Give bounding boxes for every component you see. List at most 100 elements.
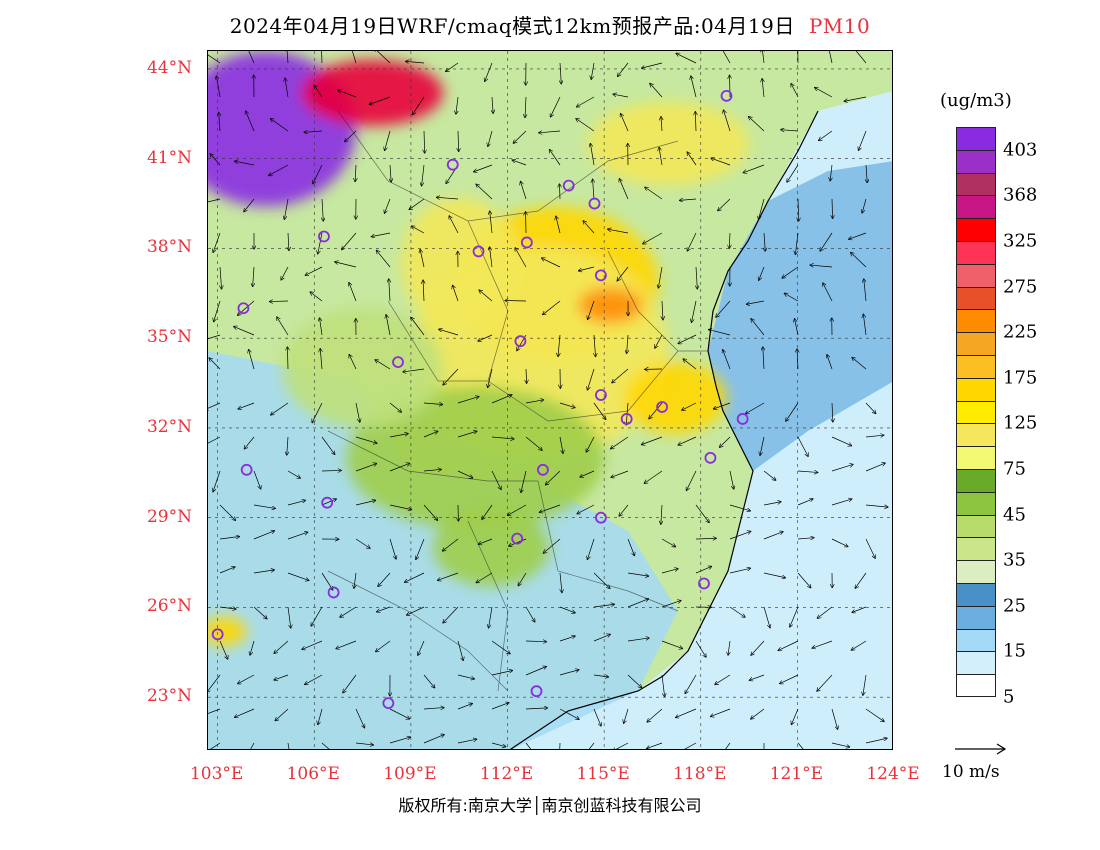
wind-arrow xyxy=(423,735,444,744)
wind-arrow xyxy=(274,674,289,680)
wind-arrow xyxy=(250,742,255,749)
station-marker xyxy=(446,158,459,171)
wind-arrow xyxy=(219,607,236,609)
wind-arrow xyxy=(525,641,546,642)
wind-arrow xyxy=(355,464,377,472)
wind-arrow xyxy=(627,599,648,608)
lat-label: 26°N xyxy=(146,596,192,617)
wind-arrow xyxy=(314,85,323,98)
wind-arrow xyxy=(213,470,221,492)
wind-arrow xyxy=(795,319,799,336)
wind-arrow xyxy=(782,266,799,278)
wind-arrow xyxy=(354,572,356,588)
lat-label: 44°N xyxy=(146,57,192,78)
wind-arrow xyxy=(778,640,799,650)
wind-arrow xyxy=(376,640,391,652)
wind-arrow xyxy=(390,164,391,182)
wind-arrow xyxy=(369,96,391,104)
wind-arrow xyxy=(797,471,818,472)
wind-arrow xyxy=(855,572,867,588)
lon-label: 118°E xyxy=(673,764,727,784)
wind-arrow xyxy=(560,62,561,84)
wind-arrow xyxy=(479,290,493,302)
station-marker xyxy=(595,511,607,524)
wind-arrow xyxy=(550,96,561,117)
wind-arrow xyxy=(423,708,444,709)
wind-arrow xyxy=(810,265,833,267)
wind-arrow xyxy=(723,350,731,370)
lon-label: 106°E xyxy=(286,764,340,784)
lat-label: 32°N xyxy=(146,416,192,437)
wind-arrow xyxy=(525,400,543,404)
wind-arrow xyxy=(525,96,526,118)
wind-arrow xyxy=(780,674,799,684)
wind-arrow xyxy=(797,572,811,588)
wind-arrow xyxy=(559,436,563,453)
wind-arrow xyxy=(593,604,614,608)
wind-arrow xyxy=(491,395,512,404)
wind-arrow xyxy=(786,402,799,421)
wind-arrow xyxy=(423,504,438,520)
wind-arrow xyxy=(525,606,535,622)
colorbar-segment xyxy=(956,651,996,675)
wind-arrow xyxy=(219,112,220,132)
wind-arrow xyxy=(695,566,711,574)
wind-arrow xyxy=(476,572,493,583)
wind-arrow xyxy=(355,164,356,182)
wind-arrow xyxy=(678,334,697,344)
wind-arrow xyxy=(457,397,479,404)
wind-arrow xyxy=(661,601,681,608)
wind-arrow xyxy=(281,266,289,280)
wind-arrow xyxy=(685,674,697,693)
wind-arrow xyxy=(386,315,391,336)
station-marker xyxy=(530,685,543,698)
wind-arrow xyxy=(305,266,323,275)
wind-arrow xyxy=(709,330,731,336)
wind-arrow xyxy=(627,334,628,353)
coastline xyxy=(509,110,819,749)
title-main: 2024年04月19日WRF/cmaq模式12km预报产品:04月19日 xyxy=(229,14,795,38)
wind-arrow xyxy=(214,300,221,322)
wind-arrow xyxy=(476,184,493,200)
wind-arrow xyxy=(513,130,527,143)
wind-arrow xyxy=(661,674,665,697)
wind-arrow xyxy=(823,283,833,302)
wind-arrow xyxy=(482,504,493,519)
wind-arrow xyxy=(542,258,561,268)
wind-arrow xyxy=(250,640,255,655)
wind-arrow xyxy=(457,640,463,660)
wind-arrow xyxy=(287,470,300,478)
lon-label: 103°E xyxy=(189,764,244,784)
wind-arrow xyxy=(593,572,610,588)
wind-arrow xyxy=(208,436,221,444)
wind-arrow xyxy=(384,198,391,213)
wind-arrow xyxy=(403,368,425,372)
station-marker xyxy=(511,532,524,545)
wind-arrow xyxy=(676,708,697,717)
wind-arrow xyxy=(269,164,289,176)
wind-arrow xyxy=(764,232,765,251)
wind-arrow xyxy=(355,436,377,443)
monitoring-stations xyxy=(211,89,749,710)
wind-arrow xyxy=(287,51,288,64)
wind-arrow xyxy=(238,402,255,409)
wind-arrow xyxy=(490,247,493,268)
wind-arrow xyxy=(618,62,629,76)
wind-arrow xyxy=(797,436,808,456)
wind-arrow xyxy=(490,211,493,234)
wind-arrow xyxy=(613,742,629,749)
wind-arrow xyxy=(720,436,731,447)
wind-arrow xyxy=(491,470,501,489)
wind-arrow xyxy=(539,504,561,512)
wind-arrow xyxy=(682,402,697,410)
colorbar-segment xyxy=(956,240,996,264)
wind-arrow xyxy=(608,229,629,234)
wind-arrow xyxy=(458,130,459,151)
wind-arrow xyxy=(318,232,323,254)
wind-arrow xyxy=(474,164,493,172)
lat-label: 29°N xyxy=(146,506,192,527)
colorbar-unit: (ug/m3) xyxy=(940,90,1012,111)
colorbar-label: 225 xyxy=(1003,321,1038,343)
wind-arrow xyxy=(650,84,663,98)
station-marker xyxy=(698,577,710,590)
